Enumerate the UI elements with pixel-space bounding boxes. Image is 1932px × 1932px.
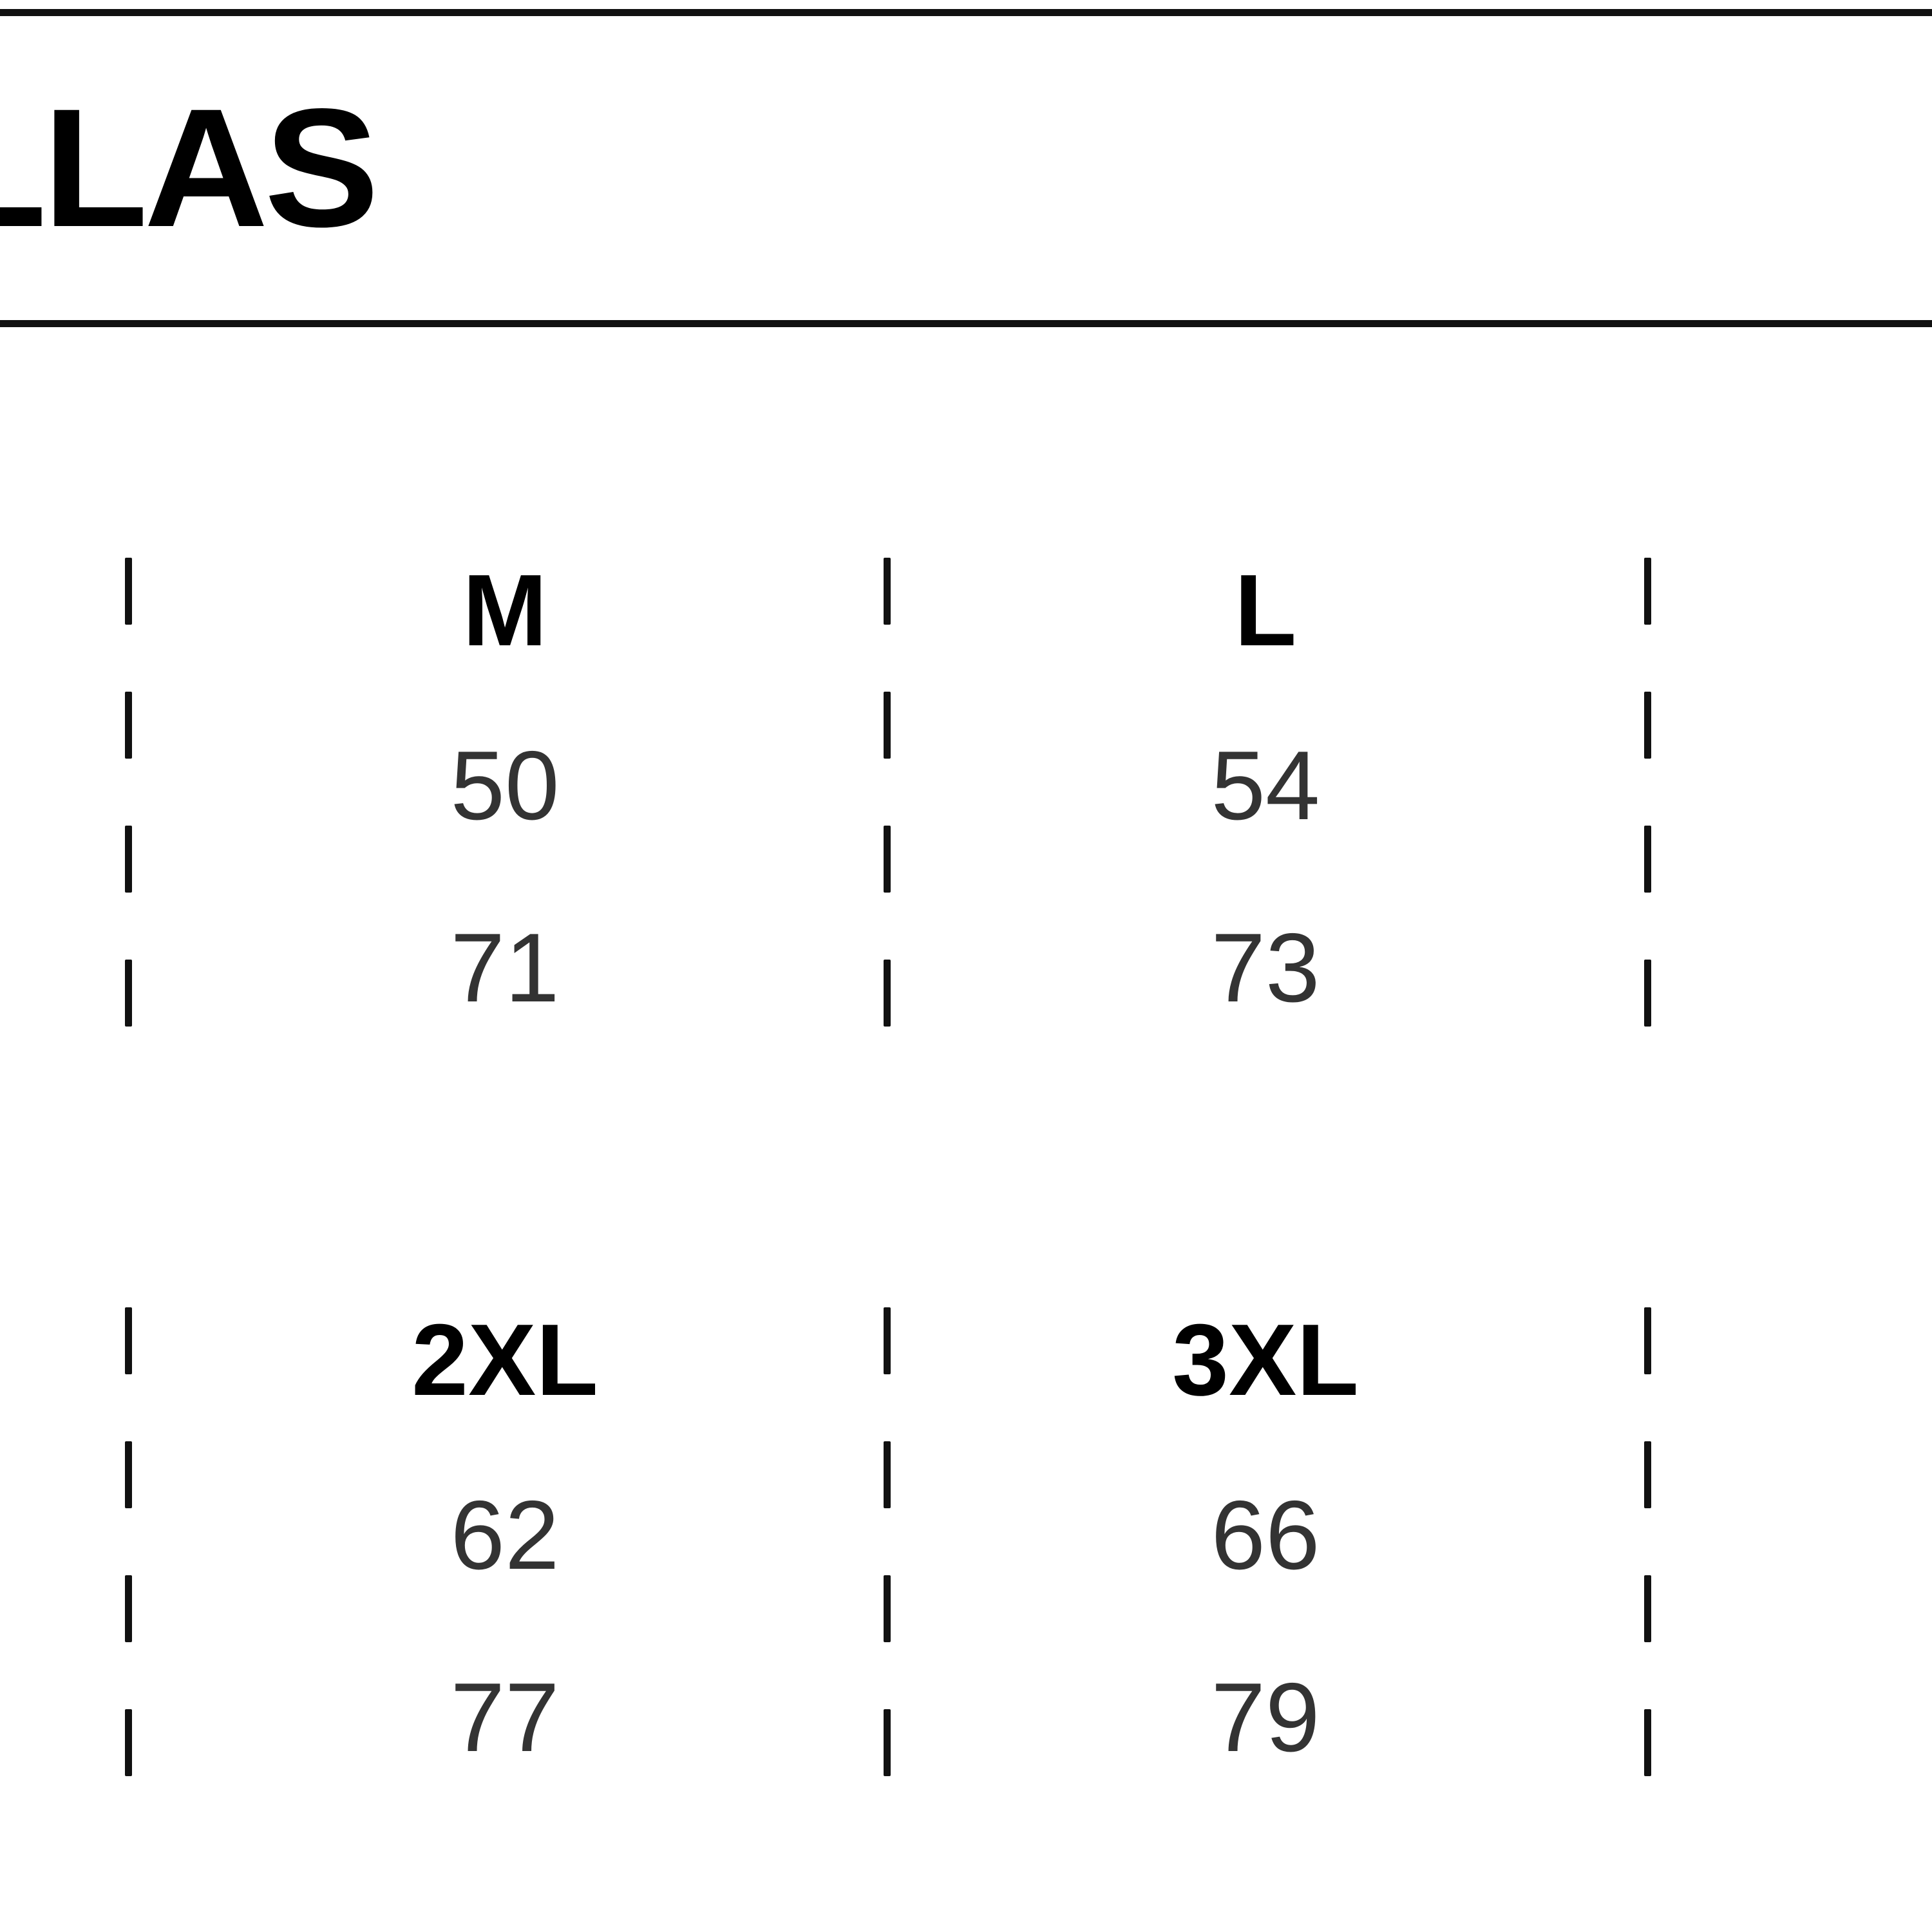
page-title: LLAS [0, 73, 379, 262]
column-divider-dash [884, 1307, 891, 1374]
column-divider-dash [884, 1441, 891, 1508]
size-value: 50 [450, 731, 560, 840]
column-divider-dash [884, 692, 891, 759]
size-value: 54 [1211, 731, 1320, 840]
column-divider-dash [125, 826, 132, 893]
column-divider-dash [125, 692, 132, 759]
column-divider-dash [884, 1575, 891, 1642]
size-value: 77 [450, 1663, 560, 1772]
column-divider-dash [1644, 1575, 1651, 1642]
size-value: 71 [450, 913, 560, 1023]
column-divider-dash [125, 1709, 132, 1776]
column-divider-dash [884, 960, 891, 1027]
size-value: 66 [1211, 1481, 1320, 1590]
size-header: L [1234, 554, 1297, 667]
column-divider-dash [1644, 692, 1651, 759]
column-divider-dash [1644, 826, 1651, 893]
size-value: 62 [450, 1481, 560, 1590]
column-divider-dash [1644, 1441, 1651, 1508]
title-bottom-rule [0, 320, 1932, 327]
column-divider-dash [125, 1307, 132, 1374]
column-divider-dash [884, 558, 891, 625]
column-divider-dash [884, 826, 891, 893]
column-divider-dash [125, 1441, 132, 1508]
size-value: 79 [1211, 1663, 1320, 1772]
column-divider-dash [1644, 1709, 1651, 1776]
column-divider-dash [1644, 960, 1651, 1027]
column-divider-dash [1644, 558, 1651, 625]
column-divider-dash [125, 960, 132, 1027]
column-divider-dash [125, 1575, 132, 1642]
size-header: M [462, 554, 547, 667]
size-header: 3XL [1172, 1303, 1359, 1417]
column-divider-dash [125, 558, 132, 625]
size-value: 73 [1211, 913, 1320, 1023]
size-header: 2XL [412, 1303, 598, 1417]
top-rule [0, 9, 1932, 16]
column-divider-dash [884, 1709, 891, 1776]
column-divider-dash [1644, 1307, 1651, 1374]
